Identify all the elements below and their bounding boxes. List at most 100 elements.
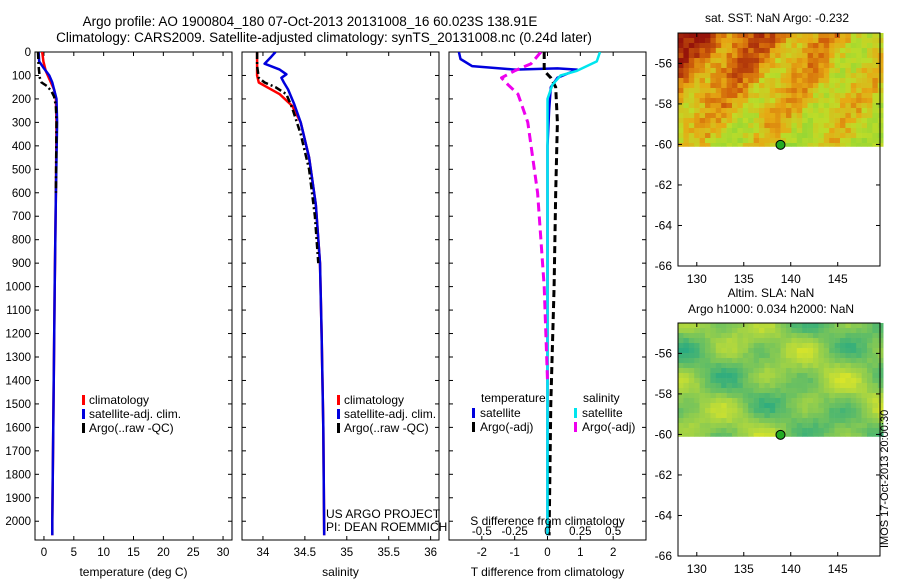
- map-cell: [759, 138, 765, 144]
- map-cell: [786, 108, 792, 114]
- map-cell: [753, 133, 760, 139]
- map-cell: [807, 343, 814, 349]
- map-cell: [726, 103, 733, 109]
- series-line: [500, 52, 549, 381]
- map-cell: [726, 398, 733, 404]
- map-cell: [834, 128, 841, 134]
- map-cell: [688, 128, 695, 134]
- map-cell: [775, 43, 781, 49]
- map-cell: [877, 358, 884, 364]
- map-cell: [710, 363, 717, 369]
- map-cell: [678, 368, 684, 374]
- map-cell: [710, 53, 717, 59]
- map-cell: [823, 128, 830, 134]
- map-cell: [802, 373, 808, 379]
- map-cell: [818, 353, 825, 359]
- map-cell: [796, 403, 803, 409]
- map-cell: [688, 138, 695, 144]
- map-cell: [742, 343, 749, 349]
- map-cell: [877, 363, 884, 369]
- map-cell: [688, 323, 695, 329]
- map-cell: [877, 343, 884, 349]
- map-cell: [715, 373, 722, 379]
- map-cell: [856, 73, 862, 79]
- map-cell: [705, 348, 711, 354]
- map-cell: [748, 348, 754, 354]
- map-cell: [791, 38, 798, 44]
- map-cell: [732, 333, 738, 339]
- map-cell: [705, 408, 711, 414]
- legend-label: satellite-adj. clim.: [89, 407, 181, 421]
- map-cell: [823, 338, 830, 344]
- map-cell: [861, 353, 868, 359]
- map-cell: [710, 358, 717, 364]
- map-cell: [759, 413, 765, 419]
- map-cell: [807, 433, 814, 437]
- map-cell: [829, 428, 835, 434]
- map-cell: [872, 63, 879, 69]
- map-cell: [807, 138, 814, 144]
- map-x-tick-label: 145: [828, 272, 848, 286]
- map-cell: [737, 98, 744, 104]
- map-cell: [705, 383, 711, 389]
- map-cell: [678, 428, 684, 434]
- map-cell: [775, 363, 781, 369]
- map-cell: [732, 348, 738, 354]
- map-cell: [748, 103, 754, 109]
- map-cell: [818, 83, 825, 89]
- map-cell: [796, 323, 803, 329]
- map-cell: [813, 353, 819, 359]
- map-cell: [813, 433, 819, 437]
- map-cell: [764, 333, 771, 339]
- depth-tick-label: 700: [12, 211, 31, 223]
- map-cell: [769, 38, 776, 44]
- map-cell: [721, 333, 727, 339]
- map-cell: [699, 423, 706, 429]
- map-cell: [780, 328, 787, 334]
- x-tick-label: 1: [577, 547, 583, 559]
- legend-swatch: [82, 409, 85, 419]
- map-cell: [710, 428, 717, 434]
- map-cell: [796, 418, 803, 424]
- map-cell: [791, 378, 798, 384]
- map-cell: [834, 58, 841, 64]
- map-cell: [780, 363, 787, 369]
- map-cell: [705, 63, 711, 69]
- map-cell: [850, 33, 857, 39]
- map-cell: [726, 93, 733, 99]
- map-cell: [678, 338, 684, 344]
- map-cell: [710, 138, 717, 144]
- map-cell: [813, 143, 819, 147]
- map-cell: [780, 378, 787, 384]
- x-tick-label: 35: [340, 547, 353, 559]
- map-cell: [845, 43, 852, 49]
- map-cell: [786, 38, 792, 44]
- map-cell: [705, 83, 711, 89]
- map-cell: [683, 368, 690, 374]
- map-cell: [753, 363, 760, 369]
- map-cell: [845, 143, 852, 147]
- map-cell: [764, 83, 771, 89]
- map-cell: [678, 113, 684, 119]
- map-cell: [732, 358, 738, 364]
- map-cell: [699, 93, 706, 99]
- map-cell: [710, 398, 717, 404]
- map-subtitle: Argo h1000: 0.034 h2000: NaN: [688, 302, 854, 316]
- map-cell: [850, 403, 857, 409]
- map-cell: [678, 123, 684, 129]
- map-cell: [710, 433, 717, 437]
- map-cell: [721, 368, 727, 374]
- map-cell: [683, 373, 690, 379]
- map-cell: [683, 133, 690, 139]
- map-cell: [829, 338, 835, 344]
- map-cell: [861, 328, 868, 334]
- map-cell: [769, 53, 776, 59]
- map-cell: [759, 398, 765, 404]
- map-cell: [710, 63, 717, 69]
- map-cell: [769, 423, 776, 429]
- map-cell: [759, 143, 765, 147]
- map-cell: [678, 408, 684, 414]
- map-cell: [791, 83, 798, 89]
- map-cell: [769, 338, 776, 344]
- map-cell: [877, 93, 884, 99]
